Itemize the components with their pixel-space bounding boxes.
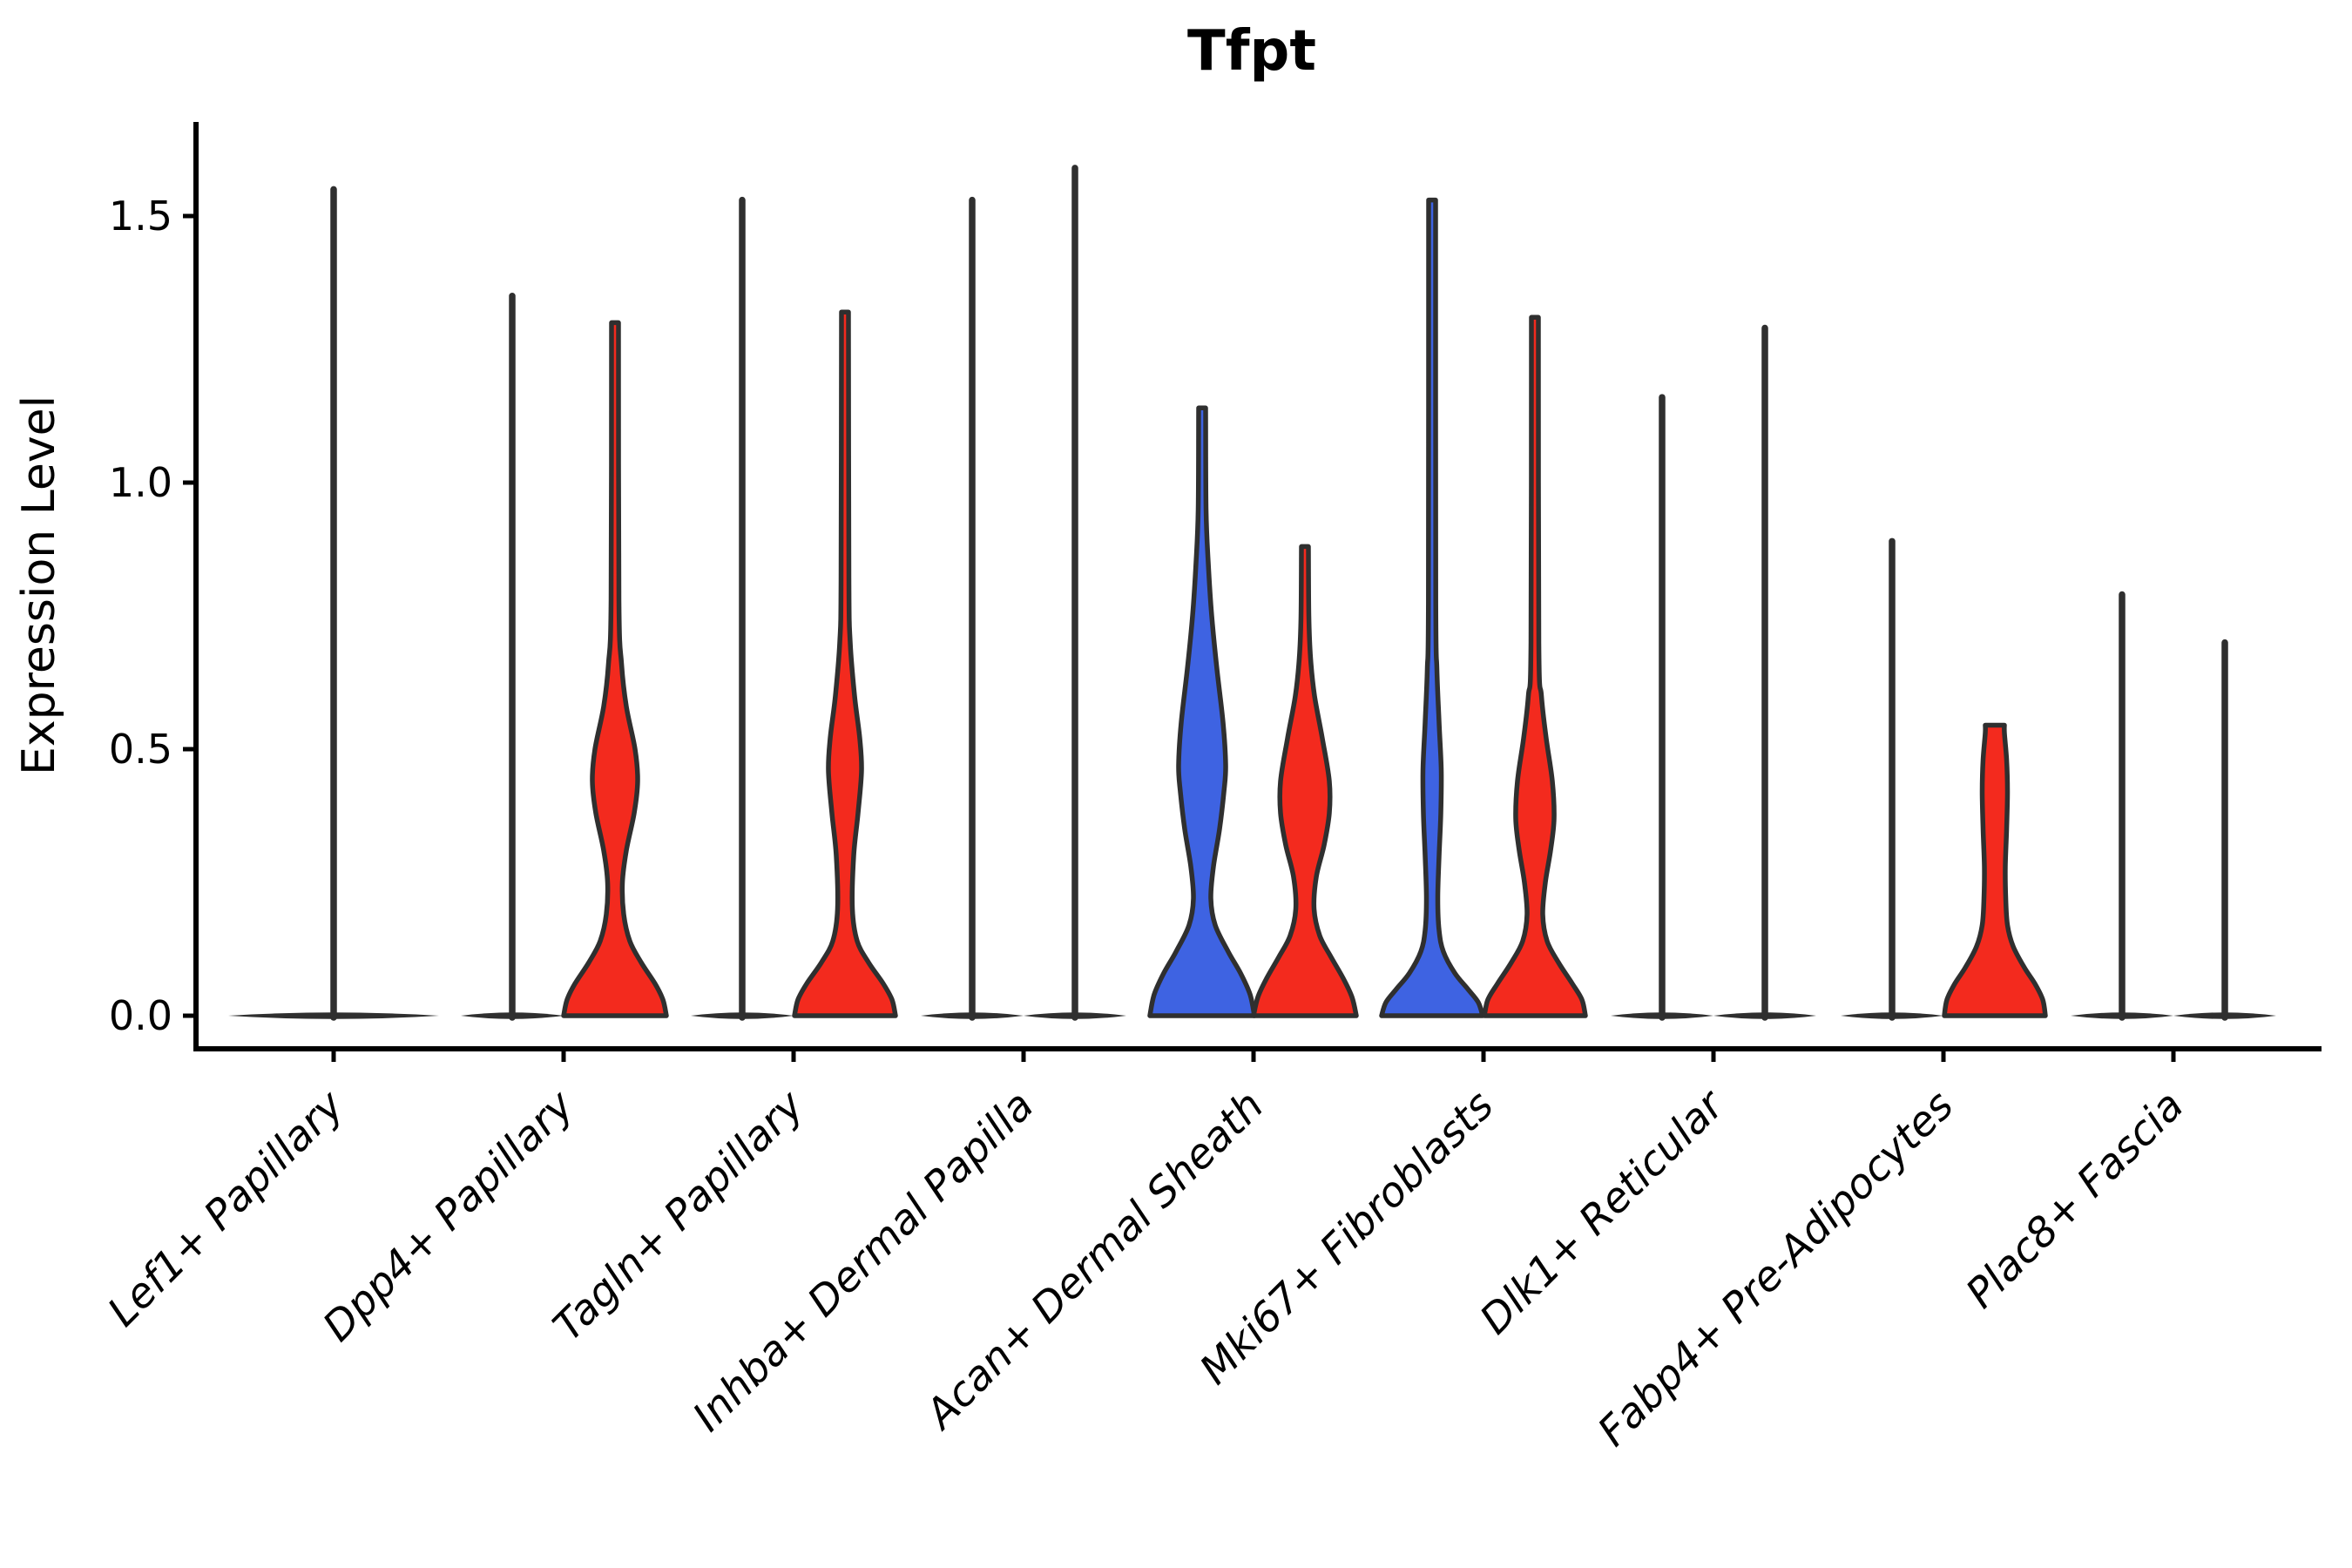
- y-tick-label-0.5: 0.5: [109, 726, 172, 773]
- violin-tagln-papillary-right: [792, 309, 898, 1018]
- y-axis-label: Expression Level: [13, 395, 65, 775]
- chart-title: Tfpt: [1187, 19, 1316, 84]
- y-tick-label-1.0: 1.0: [109, 459, 172, 506]
- violin-mki67-fibroblasts-right: [1482, 314, 1588, 1018]
- violin-fabp4-pre-adipocytes-right: [1942, 722, 2048, 1018]
- y-tick-label-1.5: 1.5: [109, 193, 172, 240]
- violin-dpp4-papillary-right: [561, 320, 669, 1018]
- y-tick-label-0.0: 0.0: [109, 992, 172, 1039]
- violin-acan-dermal-sheath-right: [1251, 544, 1359, 1018]
